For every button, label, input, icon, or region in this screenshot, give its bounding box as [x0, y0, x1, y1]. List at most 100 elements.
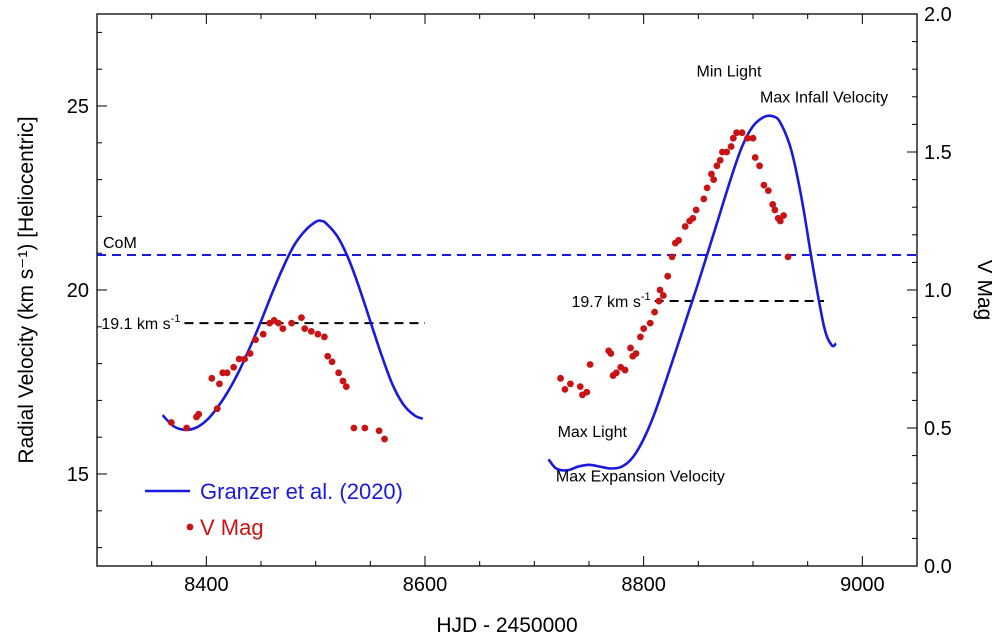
- v-mag-point: [567, 380, 574, 388]
- v-mag-point: [627, 344, 634, 352]
- v-mag-point: [659, 292, 667, 299]
- v-mag-point: [586, 361, 594, 368]
- y-right-tick-label: 1.5: [924, 142, 952, 164]
- v-mag-point: [700, 195, 708, 203]
- v-mag-point: [692, 206, 700, 214]
- v-mag-point: [769, 201, 777, 208]
- granzer-curve-segment-1: [161, 219, 424, 432]
- v-mag-point: [668, 253, 676, 261]
- legend: Granzer et al. (2020) V Mag: [145, 479, 403, 540]
- v-mag-point: [636, 333, 644, 341]
- annotations: Min Light Max Infall Velocity Max Light Max…: [556, 64, 888, 486]
- v-mag-point: [689, 214, 697, 222]
- v-mag-point: [710, 176, 718, 184]
- y-left-tick-label: 25: [67, 96, 89, 118]
- v-mag-point: [760, 181, 768, 189]
- y-axis-left-title: Radial Velocity (km s⁻¹) [Heliocentric]: [15, 116, 38, 463]
- v-mag-point: [756, 162, 763, 170]
- x-tick-label: 8600: [403, 574, 448, 596]
- v-mag-point: [738, 129, 746, 137]
- v-mag-point: [350, 424, 358, 432]
- x-axis-title: HJD - 2450000: [436, 614, 577, 637]
- legend-dot-swatch: [186, 523, 194, 531]
- v-mag-point: [651, 308, 658, 316]
- tick-labels: 8400 8600 8800 9000 15 20 25 0.0 0.5 1.0 1.5 2.0: [67, 4, 952, 596]
- y-axis-right-title: V Mag: [973, 260, 992, 321]
- v-mag-point: [288, 319, 296, 327]
- v-mag-point: [557, 374, 564, 382]
- y-right-tick-label: 1.0: [924, 280, 952, 302]
- ref-label-com: CoM: [103, 235, 137, 252]
- v-mag-point: [167, 419, 175, 426]
- v-mag-point: [716, 156, 724, 164]
- x-tick-label: 8800: [621, 574, 666, 596]
- v-mag-point: [195, 410, 203, 418]
- legend-label-vmag: V Mag: [200, 515, 264, 540]
- y-left-tick-label: 20: [67, 280, 89, 302]
- annotation-max-expansion-velocity: Max Expansion Velocity: [556, 468, 725, 485]
- v-mag-point: [681, 223, 689, 230]
- v-mag-point: [640, 325, 648, 333]
- y-left-tick-label: 15: [67, 464, 89, 486]
- v-mag-point: [784, 253, 792, 261]
- legend-label-granzer: Granzer et al. (2020): [200, 479, 403, 504]
- v-mag-point: [583, 388, 591, 396]
- v-mag-point: [339, 377, 347, 385]
- v-mag-point: [561, 385, 569, 393]
- v-mag-point: [655, 297, 663, 305]
- v-mag-point: [252, 336, 259, 344]
- annotation-max-light: Max Light: [558, 424, 628, 441]
- v-mag-markers: [167, 129, 792, 443]
- v-mag-point: [328, 358, 336, 366]
- annotation-min-light: Min Light: [696, 64, 761, 81]
- ref-label-19-7: 19.7 km s-1: [571, 291, 650, 311]
- v-mag-point: [751, 154, 759, 161]
- ref-label-19-1: 19.1 km s-1: [101, 313, 180, 333]
- v-mag-point: [298, 314, 305, 321]
- v-mag-point: [607, 350, 615, 357]
- annotation-max-infall-velocity: Max Infall Velocity: [760, 89, 888, 106]
- v-mag-point: [749, 134, 757, 142]
- v-mag-point: [335, 369, 343, 377]
- granzer-curve-segment-2: [547, 114, 837, 472]
- v-mag-point: [275, 319, 282, 327]
- v-mag-point: [307, 328, 315, 335]
- v-mag-point: [183, 424, 191, 432]
- v-mag-point: [764, 187, 772, 195]
- tick-marks: [96, 13, 918, 567]
- v-mag-point: [246, 350, 254, 357]
- v-mag-point: [342, 383, 350, 390]
- x-tick-label: 9000: [840, 574, 885, 596]
- v-mag-point: [713, 162, 721, 170]
- v-mag-point: [321, 333, 328, 341]
- v-mag-point: [361, 424, 369, 432]
- v-mag-point: [771, 206, 779, 214]
- v-mag-point: [780, 212, 788, 219]
- v-mag-point: [733, 129, 740, 137]
- v-mag-point: [646, 319, 654, 327]
- v-mag-point: [675, 236, 683, 244]
- v-mag-point: [259, 330, 267, 338]
- v-mag-point: [241, 355, 249, 363]
- v-mag-point: [235, 355, 243, 363]
- series-lines: [161, 114, 837, 472]
- v-mag-point: [208, 374, 216, 382]
- v-mag-point: [723, 148, 731, 156]
- v-mag-point: [744, 134, 751, 142]
- v-mag-point: [314, 330, 322, 338]
- v-mag-point: [656, 286, 664, 294]
- v-mag-point: [708, 170, 715, 178]
- v-mag-point: [727, 143, 735, 150]
- v-mag-point: [729, 134, 737, 142]
- v-mag-point: [576, 383, 584, 390]
- v-mag-point: [216, 380, 223, 388]
- v-mag-point: [776, 217, 784, 225]
- v-mag-point: [301, 325, 309, 333]
- v-mag-point: [279, 325, 287, 333]
- v-mag-point: [381, 435, 388, 443]
- v-mag-point: [230, 363, 238, 371]
- v-mag-point: [213, 405, 221, 413]
- reference-lines: CoM 19.1 km s-1 19.7 km s-1: [97, 235, 917, 333]
- v-mag-point: [324, 352, 332, 360]
